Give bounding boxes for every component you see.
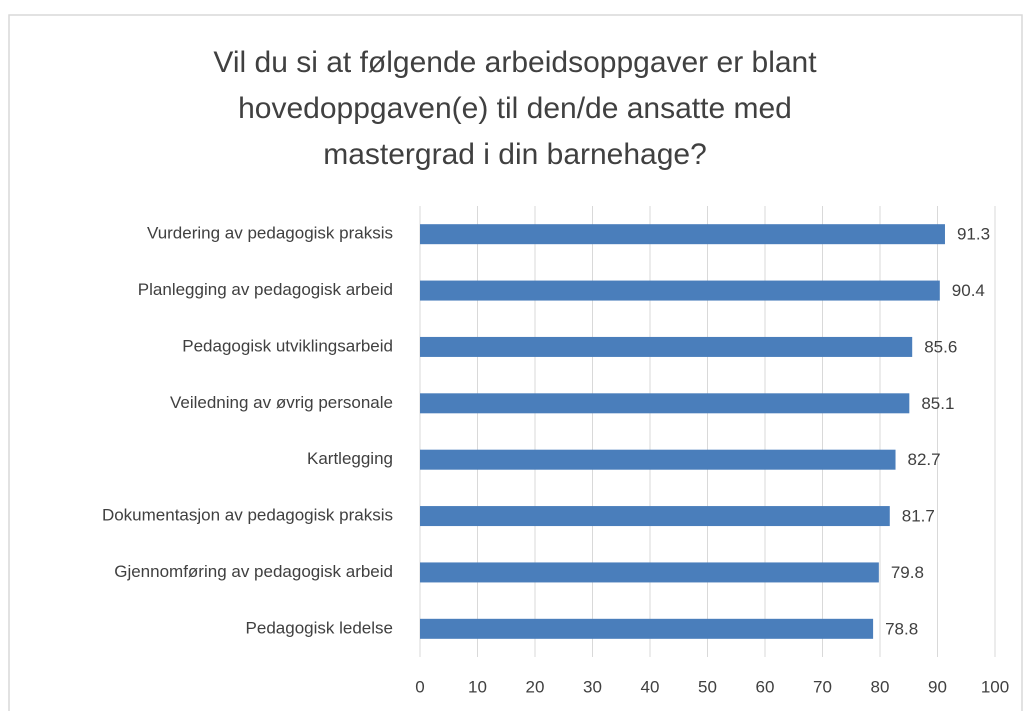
bar xyxy=(420,618,874,639)
chart-title: Vil du si at følgende arbeidsoppgaver er… xyxy=(213,46,817,171)
bar xyxy=(420,562,879,583)
y-tick-label: Gjennomføring av pedagogisk arbeid xyxy=(114,562,393,581)
value-label: 79.8 xyxy=(891,563,924,582)
y-tick-label: Veiledning av øvrig personale xyxy=(170,393,393,412)
value-label: 91.3 xyxy=(957,225,990,244)
value-label: 81.7 xyxy=(902,507,935,526)
x-tick-label: 60 xyxy=(756,677,775,696)
x-tick-label: 20 xyxy=(526,677,545,696)
x-tick-label: 90 xyxy=(928,677,947,696)
y-tick-label: Pedagogisk ledelse xyxy=(246,618,393,637)
x-tick-label: 70 xyxy=(813,677,832,696)
value-label: 85.1 xyxy=(921,394,954,413)
x-tick-label: 50 xyxy=(698,677,717,696)
x-tick-label: 0 xyxy=(415,677,424,696)
value-label: 90.4 xyxy=(952,281,985,300)
value-label: 78.8 xyxy=(885,619,918,638)
y-tick-label: Planlegging av pedagogisk arbeid xyxy=(138,280,393,299)
y-tick-label: Dokumentasjon av pedagogisk praksis xyxy=(102,506,393,525)
bar xyxy=(420,506,890,527)
value-label: 85.6 xyxy=(924,337,957,356)
value-label: 82.7 xyxy=(908,450,941,469)
x-tick-label: 100 xyxy=(981,677,1009,696)
bar xyxy=(420,280,940,301)
y-tick-label: Pedagogisk utviklingsarbeid xyxy=(182,336,393,355)
chart-border xyxy=(8,14,1023,711)
y-tick-label: Vurdering av pedagogisk praksis xyxy=(147,224,393,243)
x-tick-label: 40 xyxy=(641,677,660,696)
x-tick-label: 30 xyxy=(583,677,602,696)
x-tick-label: 10 xyxy=(468,677,487,696)
x-tick-label: 80 xyxy=(871,677,890,696)
bar xyxy=(420,224,945,245)
y-tick-label: Kartlegging xyxy=(307,449,393,468)
bar xyxy=(420,449,896,470)
bar xyxy=(420,393,910,414)
bar xyxy=(420,336,913,357)
